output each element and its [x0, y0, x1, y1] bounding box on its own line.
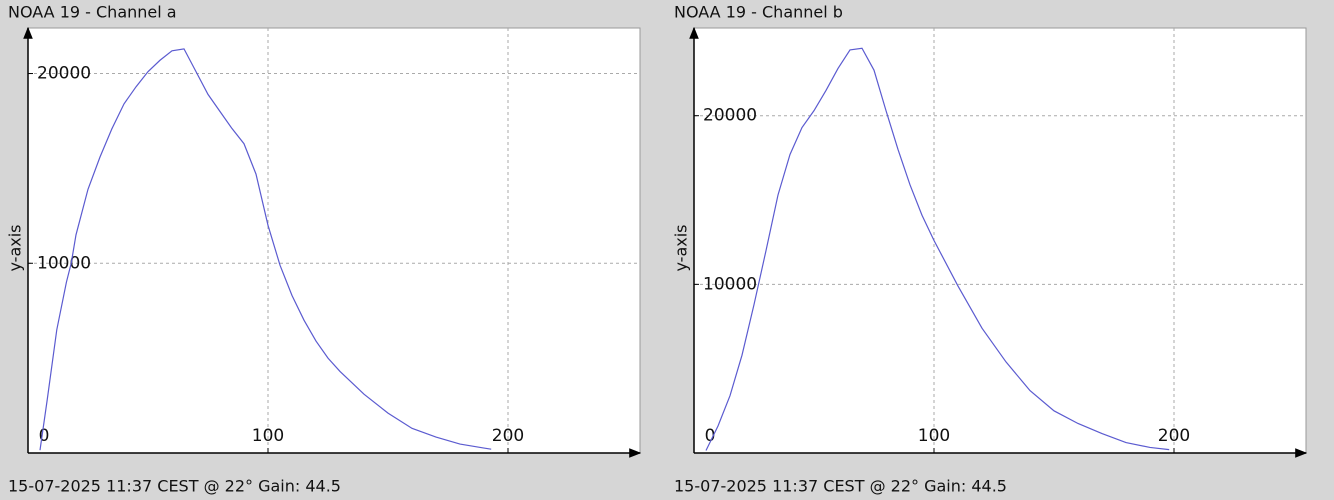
footer: 15-07-2025 11:37 CEST @ 22° Gain: 44.5 — [8, 477, 341, 496]
y-tick-label: 20000 — [703, 106, 757, 126]
y-axis-label: y-axis — [672, 224, 691, 271]
chart-title: NOAA 19 - Channel b — [674, 3, 843, 22]
x-tick-label: 0 — [39, 426, 50, 446]
x-tick-label: 100 — [252, 426, 284, 446]
y-axis-label: y-axis — [6, 224, 25, 271]
data-line — [39, 48, 492, 451]
data-line — [705, 47, 1170, 451]
x-tick-label: 100 — [918, 426, 950, 446]
y-tick-label: 20000 — [37, 64, 91, 84]
x-tick-label: 0 — [705, 426, 716, 446]
x-tick-label: 200 — [492, 426, 524, 446]
plot-area — [27, 27, 641, 454]
y-tick-label: 10000 — [703, 274, 757, 294]
plot-area — [693, 27, 1307, 454]
y-tick-label: 10000 — [37, 253, 91, 273]
chart-title: NOAA 19 - Channel a — [8, 3, 177, 22]
x-tick-label: 200 — [1158, 426, 1190, 446]
footer: 15-07-2025 11:37 CEST @ 22° Gain: 44.5 — [674, 477, 1007, 496]
